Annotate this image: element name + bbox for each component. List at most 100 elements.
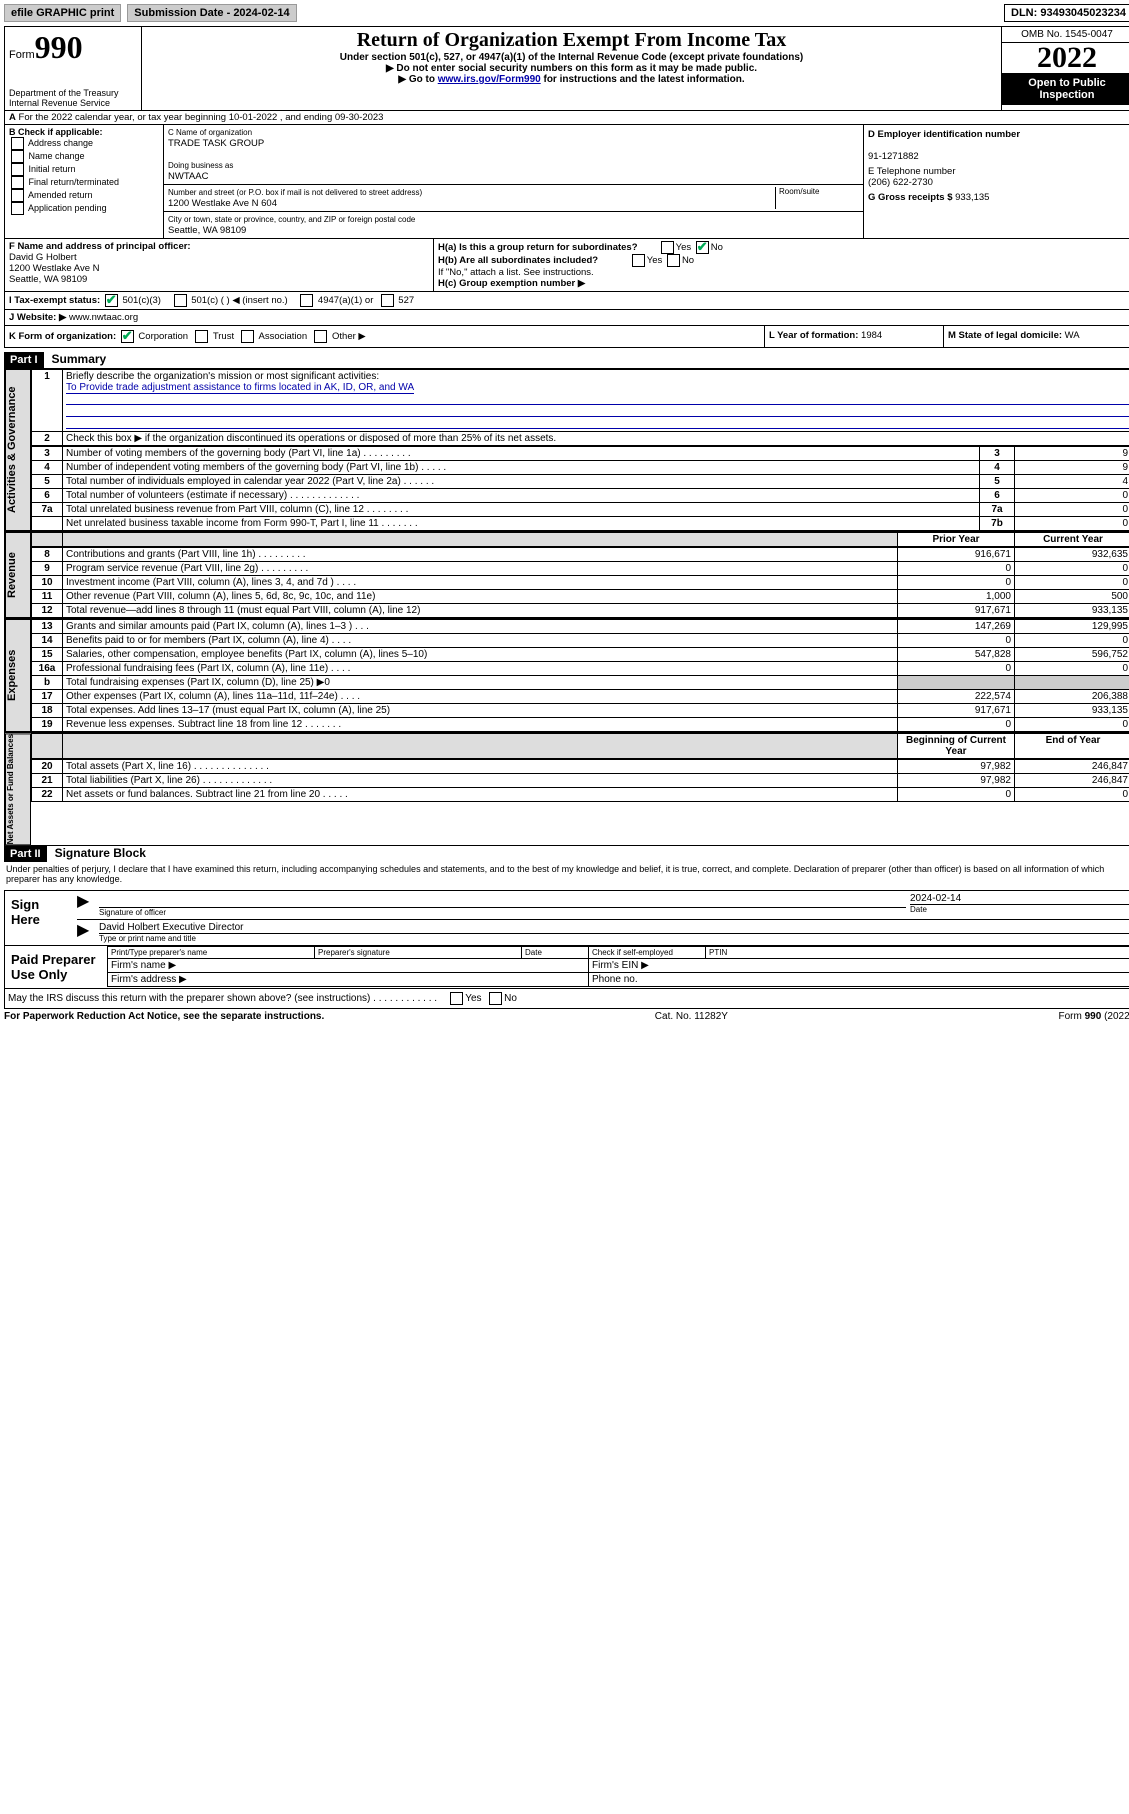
footer-l: For Paperwork Reduction Act Notice, see …: [4, 1011, 324, 1022]
sig-name: David Holbert Executive Director: [99, 922, 244, 933]
firm-name: Firm's name ▶: [108, 959, 589, 973]
irs: Internal Revenue Service: [9, 98, 137, 108]
sub3-pre: ▶ Go to: [398, 74, 437, 85]
sig-name-lbl: Type or print name and title: [99, 933, 1129, 943]
dept: Department of the Treasury: [9, 88, 137, 98]
l2: Check this box ▶ if the organization dis…: [63, 432, 1129, 446]
part1-title: Summary: [44, 352, 107, 366]
opt-init[interactable]: Initial return: [29, 164, 76, 174]
chk-se[interactable]: Check if self-employed: [592, 948, 673, 957]
line-a-text: For the 2022 calendar year, or tax year …: [19, 112, 384, 123]
box-b-title: B Check if applicable:: [9, 127, 103, 137]
j-lbl: J Website: ▶: [9, 312, 66, 323]
sig-off: Signature of officer: [99, 907, 906, 917]
footer-c: Cat. No. 11282Y: [655, 1011, 728, 1022]
firm-ein: Firm's EIN ▶: [589, 959, 1129, 973]
arrow-icon: ▶: [77, 920, 97, 945]
c-room-lbl: Room/suite: [775, 187, 859, 209]
open-inspection: Open to Public Inspection: [1002, 73, 1129, 105]
sign-here: Sign Here: [5, 891, 77, 945]
ha: H(a) Is this a group return for subordin…: [438, 242, 638, 253]
prep-sig: Preparer's signature: [315, 947, 522, 959]
l1: Briefly describe the organization's miss…: [66, 371, 379, 382]
k-o1[interactable]: Corporation: [138, 331, 188, 342]
efile-btn[interactable]: efile GRAPHIC print: [4, 4, 121, 22]
line-a: A For the 2022 calendar year, or tax yea…: [5, 111, 1129, 125]
k-o2[interactable]: Trust: [213, 331, 234, 342]
hdr-eoy: End of Year: [1015, 734, 1129, 759]
opt-amend[interactable]: Amended return: [28, 190, 93, 200]
g-lbl: G Gross receipts $: [868, 192, 952, 203]
hb-no[interactable]: No: [682, 255, 694, 266]
vtab-na: Net Assets or Fund Balances: [5, 733, 31, 845]
l1v: To Provide trade adjustment assistance t…: [66, 382, 414, 394]
hdr-py: Prior Year: [898, 533, 1015, 547]
sig-date-v: 2024-02-14: [910, 893, 961, 904]
sub3-post: for instructions and the latest informat…: [541, 74, 745, 85]
c-name-lbl: C Name of organization: [168, 128, 252, 137]
arrow-icon: ▶: [77, 891, 97, 919]
i-o4[interactable]: 527: [398, 295, 414, 306]
j-val[interactable]: www.nwtaac.org: [69, 312, 138, 323]
vtab-rev: Revenue: [5, 532, 31, 618]
f-l1: David G Holbert: [9, 252, 77, 263]
e-val: (206) 622-2730: [868, 177, 933, 188]
submission-date: Submission Date - 2024-02-14: [127, 4, 296, 22]
part2-title: Signature Block: [47, 846, 146, 860]
e-lbl: E Telephone number: [868, 166, 956, 177]
i-o2[interactable]: 501(c) ( ) ◀ (insert no.): [191, 295, 288, 306]
i-o3[interactable]: 4947(a)(1) or: [318, 295, 373, 306]
firm-addr: Firm's address ▶: [108, 973, 589, 987]
hb-note: If "No," attach a list. See instructions…: [438, 267, 1128, 278]
form-sub1: Under section 501(c), 527, or 4947(a)(1)…: [148, 52, 995, 63]
opt-app[interactable]: Application pending: [28, 203, 107, 213]
c-city: Seattle, WA 98109: [168, 225, 246, 236]
k-o3[interactable]: Association: [259, 331, 308, 342]
prep-name: Print/Type preparer's name: [108, 947, 315, 959]
k-lbl: K Form of organization:: [9, 331, 116, 342]
hb: H(b) Are all subordinates included?: [438, 255, 598, 266]
hdr-bcy: Beginning of Current Year: [898, 734, 1015, 759]
vtab-gov: Activities & Governance: [5, 369, 31, 531]
g-val: 933,135: [955, 192, 989, 203]
footer-r: Form 990 (2022): [1059, 1011, 1129, 1022]
c-dba: NWTAAC: [168, 171, 208, 182]
tax-year: 2022: [1002, 43, 1129, 73]
part2-hdr: Part II: [4, 846, 47, 862]
paid-prep: Paid Preparer Use Only: [5, 946, 107, 988]
f-l2: 1200 Westlake Ave N: [9, 263, 99, 274]
k-o4[interactable]: Other ▶: [332, 331, 366, 342]
hb-yes[interactable]: Yes: [647, 255, 663, 266]
i-o1[interactable]: 501(c)(3): [122, 295, 161, 306]
vtab-exp: Expenses: [5, 619, 31, 732]
l-lbl: L Year of formation:: [769, 330, 858, 341]
form-num: 990: [35, 29, 83, 65]
f-lbl: F Name and address of principal officer:: [9, 241, 191, 252]
d-lbl: D Employer identification number: [868, 129, 1020, 140]
opt-addr[interactable]: Address change: [28, 138, 93, 148]
sig-date: Date: [910, 904, 1129, 914]
discuss-no[interactable]: No: [504, 994, 517, 1005]
c-name: TRADE TASK GROUP: [168, 138, 264, 149]
form-sub2: ▶ Do not enter social security numbers o…: [148, 63, 995, 74]
ha-yes[interactable]: Yes: [676, 242, 692, 253]
part1-hdr: Part I: [4, 352, 44, 368]
discuss-yes[interactable]: Yes: [465, 994, 481, 1005]
irs-link[interactable]: www.irs.gov/Form990: [438, 74, 541, 85]
form-title: Return of Organization Exempt From Incom…: [148, 29, 995, 52]
opt-name[interactable]: Name change: [29, 151, 85, 161]
prep-date: Date: [522, 947, 589, 959]
c-addr: 1200 Westlake Ave N 604: [168, 198, 277, 209]
d-val: 91-1271882: [868, 151, 919, 162]
ha-no[interactable]: No: [711, 242, 723, 253]
f-l3: Seattle, WA 98109: [9, 274, 87, 285]
i-lbl: I Tax-exempt status:: [9, 295, 100, 306]
c-addr-lbl: Number and street (or P.O. box if mail i…: [168, 188, 422, 197]
hdr-cy: Current Year: [1015, 533, 1129, 547]
dln: DLN: 93493045023234: [1004, 4, 1129, 22]
form-header: Form990 Department of the Treasury Inter…: [4, 26, 1129, 111]
opt-final[interactable]: Final return/terminated: [29, 177, 120, 187]
ptin: PTIN: [706, 947, 1129, 959]
phone: Phone no.: [589, 973, 1129, 987]
m-lbl: M State of legal domicile:: [948, 330, 1062, 341]
